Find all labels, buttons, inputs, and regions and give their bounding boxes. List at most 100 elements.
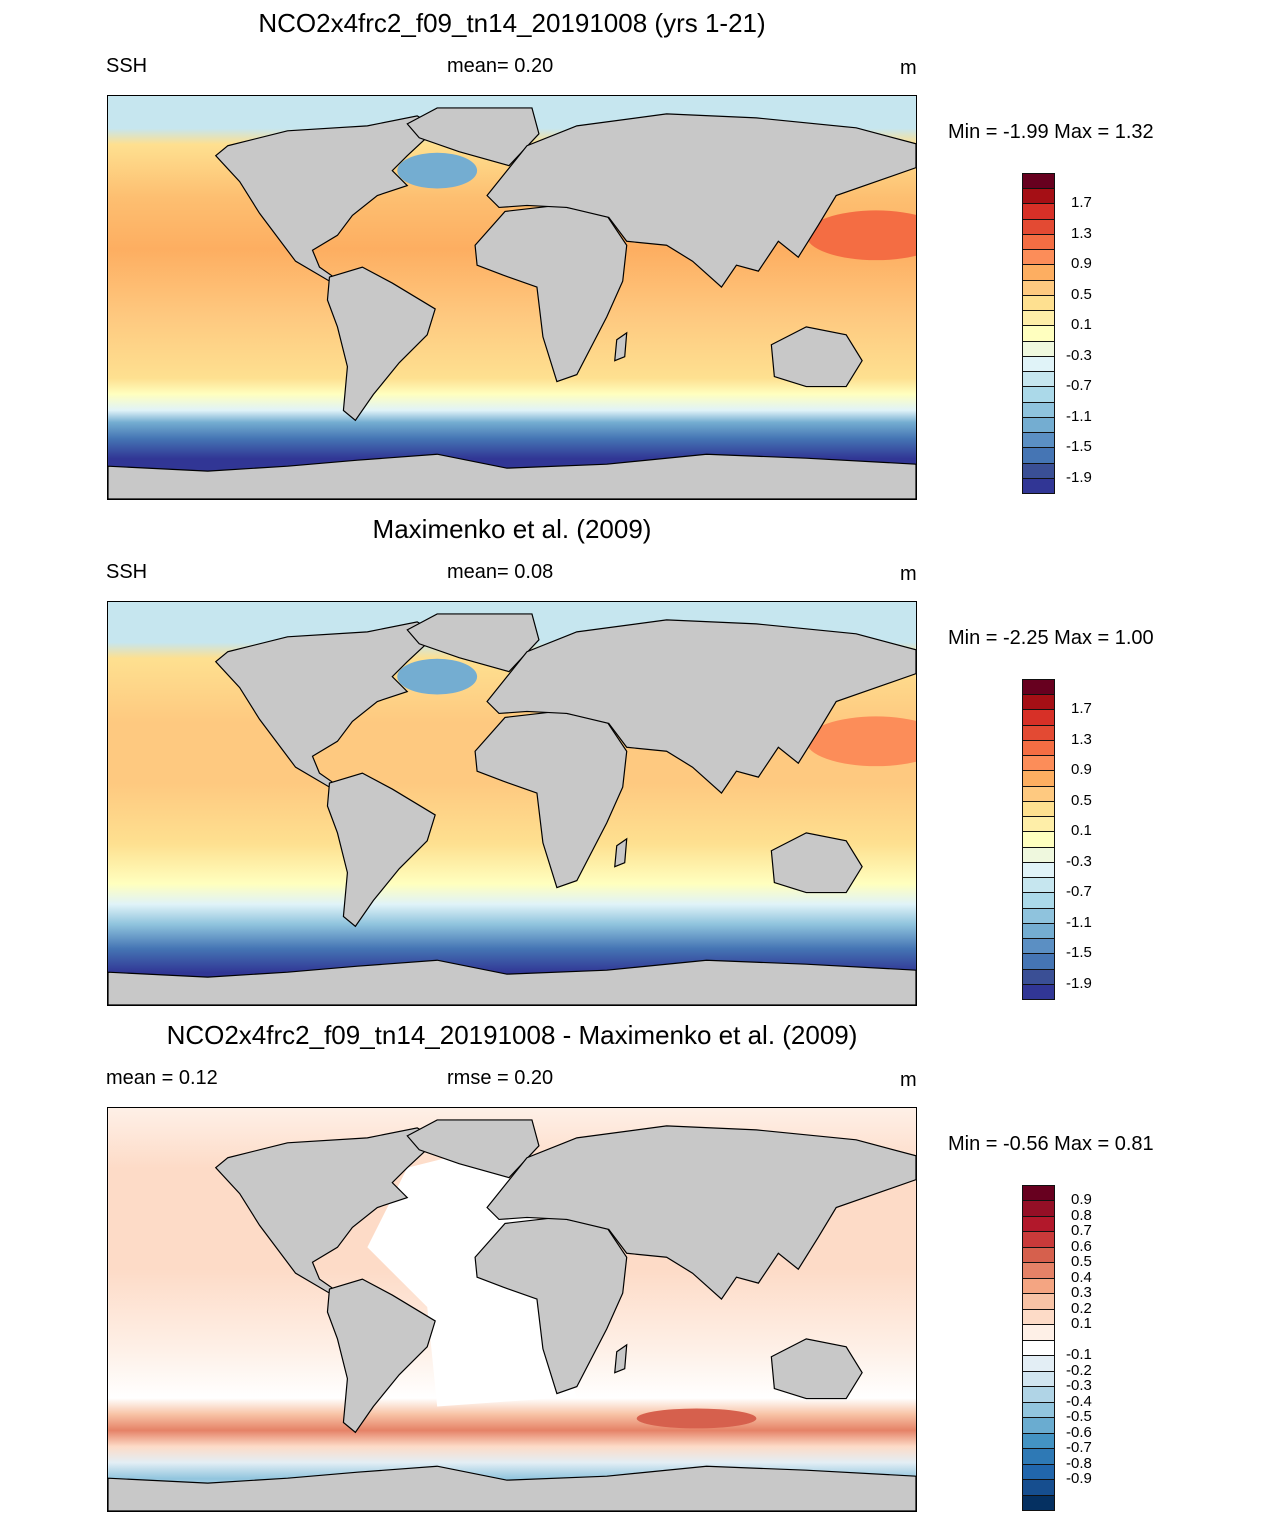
colorbar-box <box>1022 1215 1055 1233</box>
colorbar-box <box>1022 953 1055 970</box>
colorbar-tick-label: 0.9 <box>1071 255 1092 273</box>
colorbar-tick-label: 1.3 <box>1071 224 1092 242</box>
colorbar-box <box>1022 1308 1055 1326</box>
colorbar-box <box>1022 892 1055 909</box>
colorbar-box <box>1022 1324 1055 1341</box>
colorbar-box <box>1022 294 1055 312</box>
min-max-label: Min = -2.25 Max = 1.00 <box>948 627 1154 649</box>
colorbar-box <box>1022 922 1055 940</box>
min-max-label: Min = -0.56 Max = 0.81 <box>948 1133 1154 1155</box>
map-panel <box>107 95 946 500</box>
colorbar-box <box>1022 1185 1055 1202</box>
colorbar-box <box>1022 770 1055 787</box>
colorbar-box <box>1022 310 1055 327</box>
colorbar-tick-label: -0.5 <box>1066 1408 1092 1426</box>
colorbar-tick-label: 0.5 <box>1071 791 1092 809</box>
colorbar-tick-label: -0.6 <box>1066 1423 1092 1441</box>
colorbar-tick-label: -1.9 <box>1066 974 1092 992</box>
colorbar-box <box>1022 1370 1055 1388</box>
colorbar-box <box>1022 785 1055 802</box>
colorbar-box <box>1022 218 1055 235</box>
colorbar-box <box>1022 386 1055 403</box>
colorbar-tick-label: 0.7 <box>1071 1222 1092 1240</box>
panel-left-label: SSH <box>106 55 148 77</box>
map-panel <box>107 601 946 1006</box>
colorbar-tick-label: 0.3 <box>1071 1284 1092 1302</box>
colorbar-tick-label: -0.2 <box>1066 1361 1092 1379</box>
colorbar-box <box>1022 1494 1055 1511</box>
colorbar-box <box>1022 816 1055 833</box>
colorbar-tick-label: -1.1 <box>1066 407 1092 425</box>
panel-center-label: rmse = 0.20 <box>447 1067 554 1089</box>
colorbar-box <box>1022 279 1055 296</box>
land-mg <box>614 331 628 362</box>
colorbar <box>1022 1185 1055 1511</box>
colorbar-box <box>1022 938 1055 955</box>
land-mg <box>614 1343 628 1374</box>
colorbar-box <box>1022 1432 1055 1450</box>
colorbar-box <box>1022 694 1055 711</box>
colorbar-box <box>1022 907 1055 924</box>
colorbar-box <box>1022 709 1055 726</box>
colorbar-box <box>1022 877 1055 894</box>
land-mg <box>614 837 628 868</box>
land-sa <box>326 772 436 928</box>
colorbar-box <box>1022 416 1055 434</box>
colorbar-tick-label: -0.8 <box>1066 1454 1092 1472</box>
panel-left-label: mean = 0.12 <box>106 1067 218 1089</box>
colorbar-tick-label: 0.6 <box>1071 1237 1092 1255</box>
colorbar-box <box>1022 249 1055 266</box>
colorbar-tick-label: 1.7 <box>1071 700 1092 718</box>
colorbar-tick-label: -0.7 <box>1066 377 1092 395</box>
colorbar-box <box>1022 264 1055 281</box>
colorbar-tick-label: -1.5 <box>1066 438 1092 456</box>
colorbar-tick-label: 0.1 <box>1071 316 1092 334</box>
colorbar-box <box>1022 1417 1055 1434</box>
land-eu <box>486 113 917 288</box>
colorbar-box <box>1022 968 1055 985</box>
colorbar-tick-label: -0.1 <box>1066 1346 1092 1364</box>
land-sa <box>326 1278 436 1434</box>
land-au <box>770 832 863 894</box>
colorbar-tick-label: -0.9 <box>1066 1470 1092 1488</box>
colorbar-box <box>1022 462 1055 479</box>
colorbar-tick-label: 0.8 <box>1071 1206 1092 1224</box>
colorbar-tick-label: -0.4 <box>1066 1392 1092 1410</box>
colorbar-box <box>1022 355 1055 373</box>
units-label: m <box>900 1069 917 1091</box>
colorbar-box <box>1022 861 1055 879</box>
kuroshio-region <box>806 210 946 261</box>
land-au <box>770 1338 863 1400</box>
colorbar-box <box>1022 739 1055 757</box>
panel-title: NCO2x4frc2_f09_tn14_20191008 - Maximenko… <box>166 1020 858 1050</box>
colorbar-tick-label: -0.3 <box>1066 1377 1092 1395</box>
colorbar-box <box>1022 371 1055 388</box>
colorbar-tick-label: 0.5 <box>1071 1253 1092 1271</box>
colorbar-box <box>1022 1339 1055 1357</box>
colorbar-tick-label: 0.4 <box>1071 1268 1092 1286</box>
colorbar-tick-label: 0.1 <box>1071 822 1092 840</box>
land-sa <box>326 266 436 422</box>
colorbar-box <box>1022 1448 1055 1465</box>
colorbar-box <box>1022 173 1055 190</box>
colorbar-box <box>1022 447 1055 464</box>
colorbar-tick-label: -0.3 <box>1066 346 1092 364</box>
colorbar-tick-label: -1.5 <box>1066 944 1092 962</box>
map-panel <box>107 1107 917 1512</box>
colorbar-tick-label: 0.2 <box>1071 1299 1092 1317</box>
colorbar-tick-label: -1.9 <box>1066 468 1092 486</box>
colorbar-box <box>1022 1355 1055 1372</box>
land-eu <box>486 1125 917 1300</box>
min-max-label: Min = -1.99 Max = 1.32 <box>948 121 1154 143</box>
colorbar-box <box>1022 1401 1055 1419</box>
units-label: m <box>900 57 917 79</box>
colorbar-box <box>1022 340 1055 357</box>
diff-max-region <box>636 1408 757 1429</box>
colorbar-tick-label: 0.5 <box>1071 285 1092 303</box>
colorbar-tick-label: 1.7 <box>1071 194 1092 212</box>
colorbar-box <box>1022 846 1055 863</box>
panel-center-label: mean= 0.08 <box>447 561 554 583</box>
colorbar-tick-label: 1.3 <box>1071 730 1092 748</box>
colorbar <box>1022 679 1055 1000</box>
